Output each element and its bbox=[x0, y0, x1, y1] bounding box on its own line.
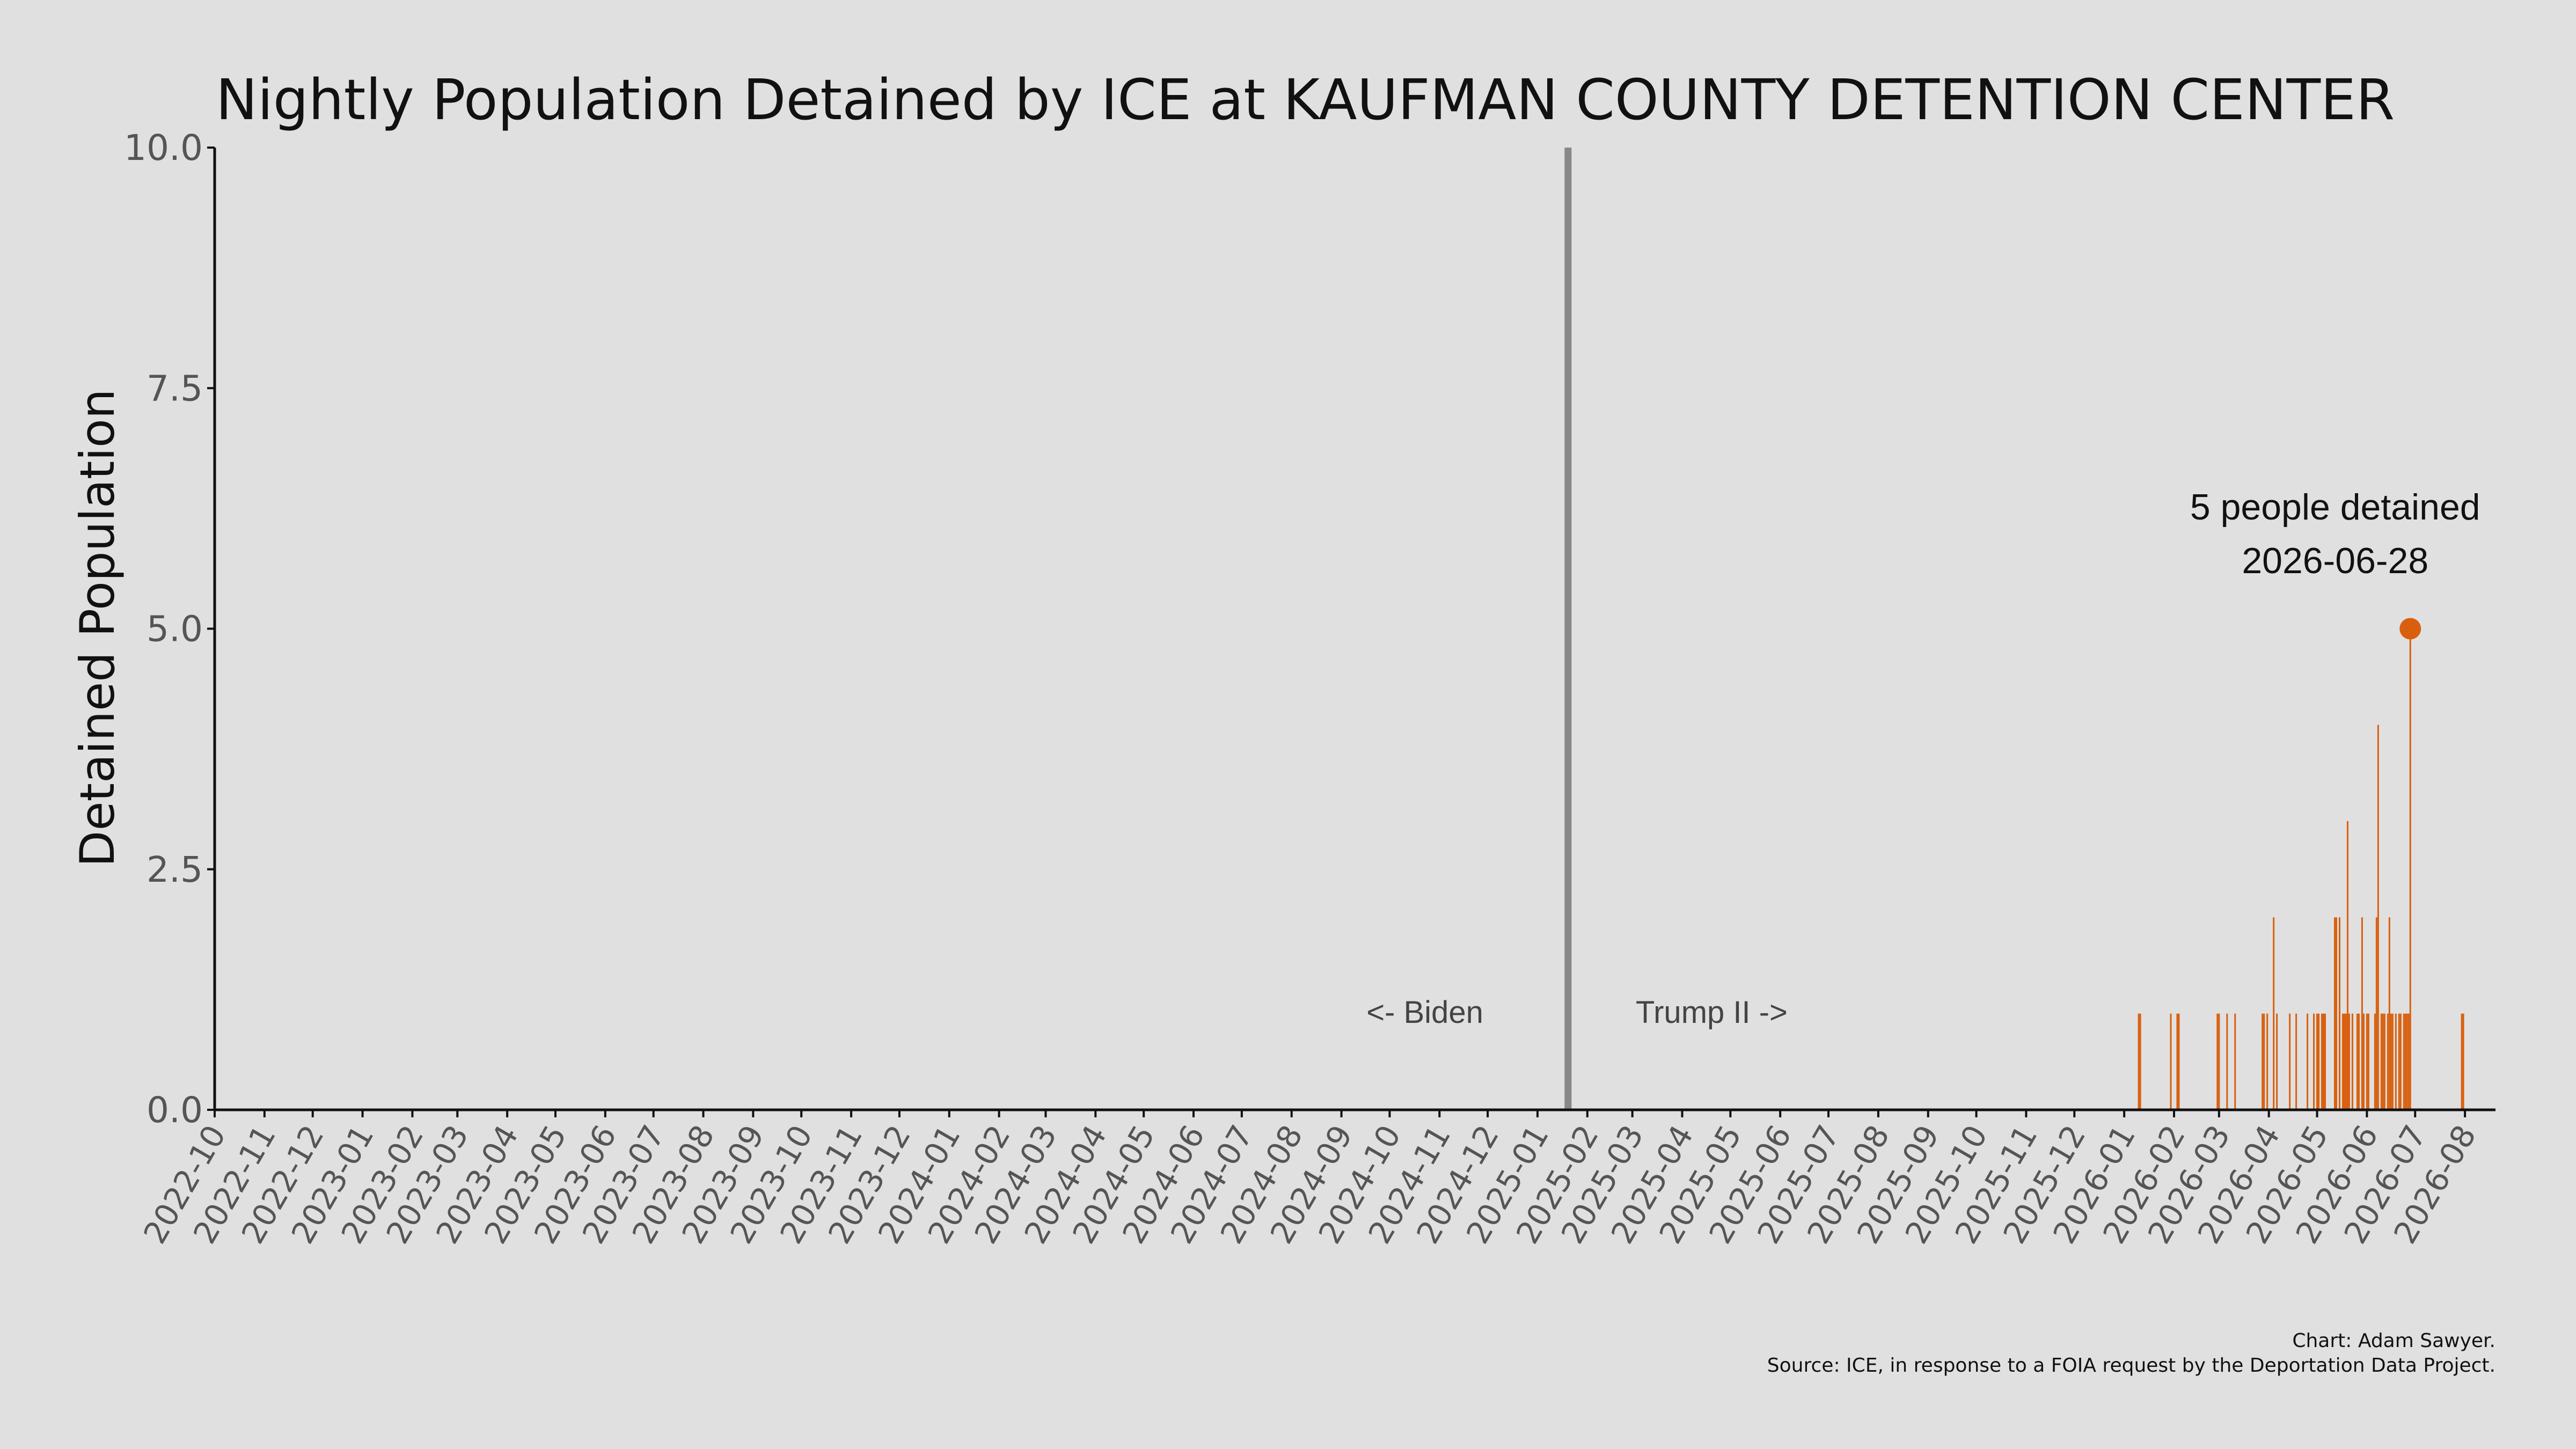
bar bbox=[2367, 1013, 2369, 1110]
bar bbox=[2338, 917, 2340, 1110]
bar bbox=[2461, 1013, 2463, 1110]
bar bbox=[2387, 1013, 2389, 1110]
bar bbox=[2307, 1013, 2309, 1110]
bar bbox=[2462, 1013, 2464, 1110]
bar bbox=[2323, 1013, 2325, 1110]
bar bbox=[2276, 1013, 2278, 1110]
y-tick-label: 2.5 bbox=[147, 849, 203, 890]
bar bbox=[2383, 1013, 2385, 1110]
bar bbox=[2335, 917, 2337, 1110]
peak-point bbox=[2399, 618, 2421, 640]
annotation-count: 5 people detained bbox=[2190, 487, 2480, 528]
bar bbox=[2366, 1013, 2368, 1110]
credit-author: Chart: Adam Sawyer. bbox=[2292, 1330, 2496, 1352]
bar bbox=[2362, 1013, 2365, 1110]
bar bbox=[2395, 1013, 2397, 1110]
bar bbox=[2403, 1013, 2405, 1110]
bar bbox=[2316, 1013, 2318, 1110]
bar bbox=[2348, 1013, 2350, 1110]
bar bbox=[2390, 1013, 2392, 1110]
bar bbox=[2321, 1013, 2323, 1110]
bar bbox=[2398, 1013, 2400, 1110]
annotation-date: 2026-06-28 bbox=[2242, 540, 2428, 581]
bar bbox=[2346, 821, 2348, 1110]
bar bbox=[2170, 1013, 2172, 1110]
bar bbox=[2226, 1013, 2228, 1110]
chart-title: Nightly Population Detained by ICE at KA… bbox=[216, 67, 2395, 133]
bar bbox=[2234, 1013, 2236, 1110]
bar bbox=[2333, 917, 2336, 1110]
bar bbox=[2382, 1013, 2384, 1110]
bar bbox=[2273, 917, 2275, 1110]
bar bbox=[2216, 1013, 2219, 1110]
x-ticks: 2022-102022-112022-122023-012023-022023-… bbox=[136, 1110, 2483, 1250]
bar bbox=[2375, 917, 2377, 1110]
bar bbox=[2391, 1013, 2394, 1110]
y-axis-label: Detained Population bbox=[70, 389, 125, 867]
bar bbox=[2409, 628, 2411, 1110]
bar bbox=[2380, 1013, 2382, 1110]
y-tick-label: 7.5 bbox=[147, 368, 203, 409]
y-tick-label: 5.0 bbox=[147, 609, 203, 650]
bar bbox=[2377, 724, 2379, 1110]
y-tick-label: 10.0 bbox=[124, 127, 203, 169]
bar bbox=[2289, 1013, 2291, 1110]
bar bbox=[2358, 1013, 2360, 1110]
bar bbox=[2176, 1013, 2178, 1110]
bar bbox=[2406, 1013, 2408, 1110]
bar bbox=[2263, 1013, 2265, 1110]
bar bbox=[2361, 917, 2363, 1110]
y-ticks: 0.0 2.5 5.0 7.5 10.0 bbox=[124, 127, 215, 1131]
bar bbox=[2345, 1013, 2347, 1110]
bar bbox=[2295, 1013, 2297, 1110]
bar bbox=[2388, 917, 2390, 1110]
bar bbox=[2178, 1013, 2180, 1110]
credit-source: Source: ICE, in response to a FOIA reque… bbox=[1767, 1355, 2496, 1377]
bar bbox=[2138, 1013, 2140, 1110]
biden-era-label: <- Biden bbox=[1366, 995, 1483, 1030]
bar bbox=[2313, 1013, 2315, 1110]
trump-era-label: Trump II -> bbox=[1636, 995, 1788, 1030]
bar bbox=[2266, 1013, 2268, 1110]
bar bbox=[2139, 1013, 2141, 1110]
bar bbox=[2341, 1013, 2344, 1110]
bar bbox=[2399, 1013, 2402, 1110]
y-tick-label: 0.0 bbox=[147, 1089, 203, 1131]
bar bbox=[2356, 1013, 2358, 1110]
bar bbox=[2262, 1013, 2264, 1110]
bar bbox=[2218, 1013, 2220, 1110]
bar bbox=[2407, 1013, 2410, 1110]
bar bbox=[2324, 1013, 2326, 1110]
bar bbox=[2318, 1013, 2320, 1110]
bar bbox=[2374, 1013, 2376, 1110]
plot-area bbox=[1564, 148, 2464, 1110]
bar bbox=[2351, 1013, 2353, 1110]
bar bbox=[2343, 1013, 2345, 1110]
bar bbox=[2404, 1013, 2406, 1110]
